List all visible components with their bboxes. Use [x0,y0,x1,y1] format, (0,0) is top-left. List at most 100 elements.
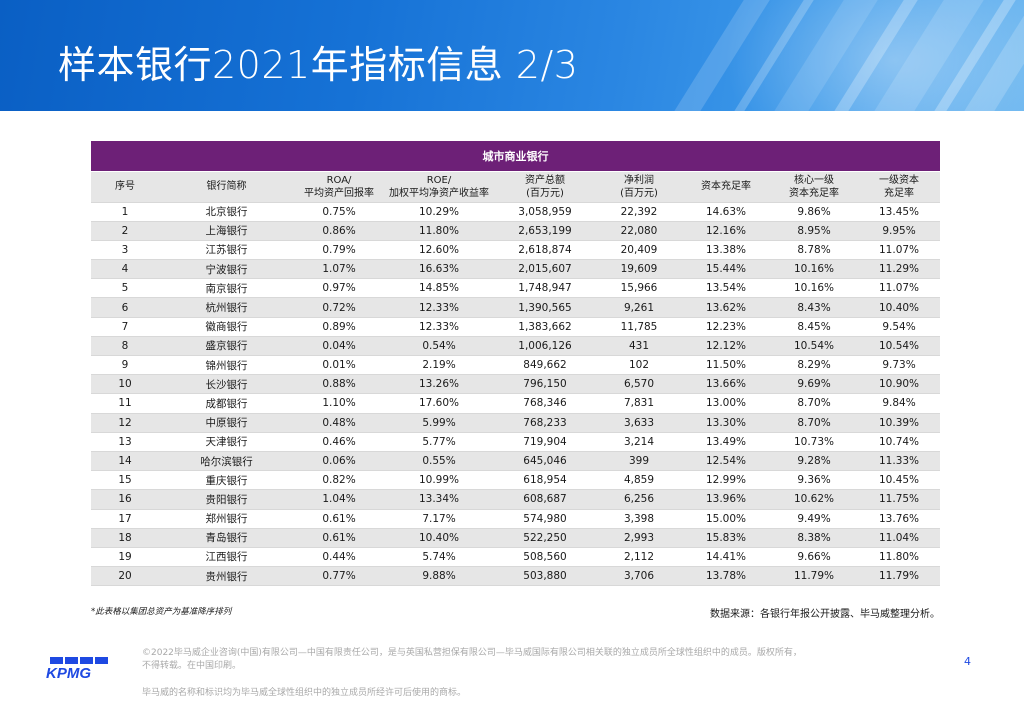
column-header: 一级资本 充足率 [858,170,941,202]
table-cell: 3,398 [596,508,682,529]
table-cell: 11.50% [682,354,770,375]
table-cell: 郑州银行 [159,508,294,529]
table-cell: 2,993 [596,527,682,548]
table-cell: 17 [91,508,159,529]
table-cell: 12.16% [682,220,770,241]
column-header: 净利润 (百万元) [596,170,682,202]
table-cell: 0.04% [294,335,384,356]
table-cell: 13.76% [858,508,941,529]
table-cell: 8.45% [770,316,858,337]
table-cell: 13.26% [384,374,494,394]
table-cell: 7,831 [596,393,682,414]
table-row: 6 杭州银行 0.72% 12.33% 1,390,565 9,261 13.62% 8.43… [91,297,941,318]
table-cell: 10.54% [770,335,858,356]
table-cell: 3,214 [596,431,682,452]
table-row: 9 锦州银行 0.01% 2.19% 849,662 102 11.50% 8.29% 9.73… [91,354,941,375]
table-cell: 7 [91,316,159,337]
table-cell: 15,966 [596,278,682,298]
table-cell: 贵阳银行 [159,489,294,509]
column-header-line: 净利润 [624,174,654,186]
table-cell: 13.00% [682,393,770,414]
table-cell: 10.54% [858,335,941,356]
table-cell: 成都银行 [159,393,294,414]
table-cell: 4,859 [596,470,682,490]
table-cell: 0.46% [294,431,384,452]
column-header: 银行简称 [159,170,294,202]
table-cell: 青岛银行 [159,527,294,548]
table-cell: 15.83% [682,527,770,548]
table-cell: 10.16% [770,278,858,298]
table-cell: 7.17% [384,508,494,529]
table-cell: 盛京银行 [159,335,294,356]
column-header-line: 序号 [115,181,135,192]
table-cell: 杭州银行 [159,297,294,318]
table-cell: 8.78% [770,239,858,260]
table-cell: 2,112 [596,546,682,567]
table-cell: 13.49% [682,431,770,452]
table-cell: 0.72% [294,297,384,318]
column-header-line: (百万元) [526,187,564,199]
table-cell: 574,980 [494,508,596,529]
table-cell: 0.77% [294,566,384,587]
table-cell: 南京银行 [159,278,294,298]
column-header-line: 一级资本 [879,174,920,186]
table-cell: 11.29% [858,259,941,279]
table-body: 1 北京银行 0.75% 10.29% 3,058,959 22,392 14.63% 9.8… [91,201,941,587]
column-header-line: ROA/ [326,174,352,186]
table-cell: 0.48% [294,412,384,433]
table-cell: 796,150 [494,374,596,394]
table-row: 11 成都银行 1.10% 17.60% 768,346 7,831 13.00% 8.70%… [91,393,941,414]
table-cell: 14 [91,450,159,471]
table-cell: 8.29% [770,354,858,375]
table-cell: 15.44% [682,259,770,279]
table-cell: 9.36% [770,470,858,490]
kpmg-logo-text: KPMG [46,665,91,681]
table-cell: 719,904 [494,431,596,452]
table-cell: 14.41% [682,546,770,567]
table-cell: 17.60% [384,393,494,414]
table-cell: 9.84% [858,393,941,414]
table-cell: 19,609 [596,259,682,279]
table-cell: 8 [91,335,159,356]
table-cell: 14.85% [384,278,494,298]
table-cell: 哈尔滨银行 [159,450,294,471]
table-cell: 8.70% [770,412,858,433]
table-header-row: 序号 银行简称 ROA/平均资产回报率 ROE/加权平均净资产收益率 资产总额 (百万元)… [91,170,941,202]
table-cell: 中原银行 [159,412,294,433]
column-header: 核心一级 资本充足率 [770,170,858,202]
table-cell: 10.39% [858,412,941,433]
table-cell: 江苏银行 [159,239,294,260]
table-cell: 10.40% [384,527,494,548]
table-cell: 3 [91,239,159,260]
table-cell: 10.73% [770,431,858,452]
table-cell: 9.54% [858,316,941,337]
column-header: 资产总额 (百万元) [494,170,596,202]
data-source-note: 数据来源：各银行年报公开披露、毕马威整理分析。 [710,609,940,620]
table-row: 19 江西银行 0.44% 5.74% 508,560 2,112 14.41% 9.66% 1… [91,546,941,567]
column-header: ROA/平均资产回报率 [294,170,384,202]
table-cell: 11 [91,393,159,414]
table-cell: 14.63% [682,201,770,222]
table-cell: 3,706 [596,566,682,587]
table-cell: 1 [91,201,159,222]
table-row: 3 江苏银行 0.79% 12.60% 2,618,874 20,409 13.38% 8.7… [91,239,941,260]
table-cell: 2,653,199 [494,220,596,241]
table-cell: 12.99% [682,470,770,490]
table-cell: 重庆银行 [159,470,294,490]
table-row: 20 贵州银行 0.77% 9.88% 503,880 3,706 13.78% 11.79%… [91,566,941,587]
table-cell: 12.23% [682,316,770,337]
table-cell: 608,687 [494,489,596,509]
table-cell: 11.33% [858,450,941,471]
table-cell: 0.06% [294,450,384,471]
table-cell: 12.60% [384,239,494,260]
table-row: 10 长沙银行 0.88% 13.26% 796,150 6,570 13.66% 9.69%… [91,374,941,394]
table-cell: 0.75% [294,201,384,222]
table-cell: 13.96% [682,489,770,509]
table-cell: 0.61% [294,527,384,548]
table-cell: 12 [91,412,159,433]
table-cell: 10.16% [770,259,858,279]
table-cell: 贵州银行 [159,566,294,587]
table-row: 16 贵阳银行 1.04% 13.34% 608,687 6,256 13.96% 10.62… [91,489,941,509]
copyright-line: 不得转载。在中国印刷。 [142,661,242,671]
table-cell: 11.79% [770,566,858,587]
